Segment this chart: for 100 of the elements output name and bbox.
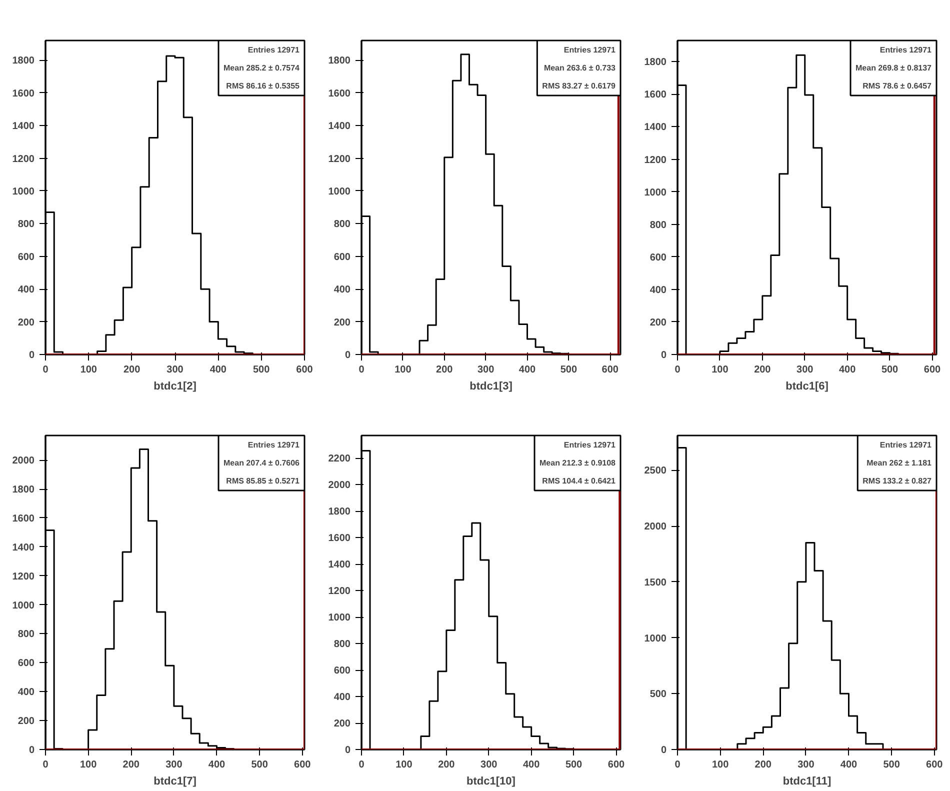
- x-axis-title: btdc1[11]: [782, 776, 832, 788]
- x-tick-label: 200: [754, 760, 772, 770]
- x-tick-label: 400: [838, 364, 856, 376]
- y-tick-label: 1800: [328, 506, 351, 518]
- x-tick-label: 300: [480, 760, 498, 770]
- x-tick-label: 600: [926, 760, 944, 770]
- x-tick-label: 100: [712, 760, 730, 770]
- annotation: RMS 104.4 ± 0.6421: [542, 476, 616, 486]
- x-tick-label: 500: [252, 364, 270, 376]
- y-tick-label: 1800: [644, 57, 667, 68]
- y-tick-label: 1800: [12, 56, 35, 67]
- x-tick-label: 100: [80, 760, 98, 770]
- y-tick-label: 800: [18, 219, 35, 230]
- x-tick-label: 600: [296, 364, 314, 376]
- y-tick-label: 400: [334, 284, 351, 296]
- y-tick-label: 400: [18, 687, 35, 698]
- x-tick-label: 500: [251, 760, 268, 770]
- y-tick-label: 1000: [12, 600, 35, 612]
- y-tick-label: 1200: [644, 154, 667, 166]
- y-tick-label: 1000: [644, 187, 667, 198]
- x-tick-label: 0: [358, 760, 365, 770]
- x-tick-label: 0: [358, 364, 365, 376]
- y-tick-label: 1600: [328, 533, 351, 544]
- y-tick-label: 200: [18, 317, 35, 328]
- y-tick-label: 600: [650, 252, 667, 264]
- y-tick-label: 1600: [12, 513, 35, 524]
- annotation: Entries 12971: [880, 440, 932, 450]
- x-tick-label: 0: [674, 364, 681, 376]
- y-tick-label: 1000: [328, 186, 351, 198]
- y-tick-label: 2000: [12, 456, 35, 467]
- x-tick-label: 300: [796, 364, 814, 376]
- y-tick-label: 1600: [328, 88, 351, 100]
- x-tick-label: 500: [560, 364, 578, 376]
- y-tick-label: 600: [18, 658, 35, 670]
- y-tick-label: 1400: [12, 121, 35, 132]
- y-tick-label: 0: [660, 745, 667, 756]
- x-tick-label: 100: [394, 364, 412, 376]
- x-tick-label: 200: [122, 760, 140, 770]
- x-tick-label: 0: [674, 760, 681, 770]
- y-tick-label: 1000: [644, 633, 667, 644]
- x-tick-label: 500: [883, 760, 900, 770]
- annotation: Mean 207.4 ± 0.7606: [224, 458, 300, 468]
- annotation: Entries 12971: [880, 46, 932, 54]
- y-tick-label: 800: [334, 219, 351, 230]
- x-tick-label: 100: [712, 364, 729, 376]
- annotation: Mean 212.3 ± 0.9108: [540, 458, 616, 468]
- y-tick-label: 200: [334, 317, 351, 328]
- x-tick-label: 200: [436, 364, 454, 376]
- annotation: Mean 262 ± 1.181: [866, 458, 932, 468]
- annotation: RMS 133.2 ± 0.827: [862, 476, 932, 486]
- y-tick-label: 2000: [644, 522, 667, 533]
- y-tick-label: 1400: [328, 121, 351, 132]
- y-tick-label: 1400: [644, 122, 667, 134]
- x-tick-label: 600: [602, 364, 619, 376]
- x-tick-label: 100: [80, 364, 98, 376]
- x-tick-label: 0: [42, 760, 49, 770]
- y-tick-label: 2500: [644, 466, 667, 477]
- y-tick-label: 600: [334, 666, 351, 677]
- x-tick-label: 500: [881, 364, 899, 376]
- x-tick-label: 300: [798, 760, 815, 770]
- annotation: RMS 83.27 ± 0.6179: [542, 82, 616, 90]
- y-tick-label: 1200: [12, 154, 35, 165]
- y-tick-label: 1800: [328, 56, 351, 67]
- x-tick-label: 400: [210, 364, 227, 376]
- x-tick-label: 400: [208, 760, 226, 770]
- y-tick-label: 1400: [328, 560, 351, 571]
- y-tick-label: 2200: [328, 454, 351, 465]
- annotation: Entries 12971: [564, 46, 616, 54]
- y-tick-label: 1200: [328, 154, 351, 165]
- x-tick-label: 0: [42, 364, 49, 376]
- annotation: RMS 78.6 ± 0.6457: [862, 82, 932, 90]
- y-tick-label: 200: [18, 716, 35, 728]
- x-tick-label: 400: [840, 760, 858, 770]
- y-tick-label: 400: [650, 284, 667, 296]
- annotation: Entries 12971: [248, 46, 300, 54]
- y-tick-label: 1800: [12, 484, 35, 496]
- y-tick-label: 0: [344, 745, 351, 756]
- y-tick-label: 400: [334, 692, 351, 704]
- y-tick-label: 200: [650, 317, 667, 328]
- annotation: Mean 285.2 ± 0.7574: [224, 64, 300, 72]
- x-tick-label: 100: [396, 760, 413, 770]
- x-tick-label: 600: [294, 760, 312, 770]
- y-tick-label: 1600: [644, 90, 667, 101]
- x-tick-label: 300: [477, 364, 495, 376]
- y-tick-label: 1600: [12, 88, 35, 100]
- y-tick-label: 0: [660, 350, 667, 361]
- y-tick-label: 1500: [644, 577, 667, 588]
- y-tick-label: 200: [334, 718, 351, 730]
- y-tick-label: 0: [344, 350, 351, 361]
- annotation: Mean 263.6 ± 0.733: [544, 64, 616, 72]
- x-axis-title: btdc1[7]: [154, 776, 197, 788]
- y-tick-label: 1200: [328, 586, 351, 598]
- x-tick-label: 300: [166, 760, 183, 770]
- y-tick-label: 1200: [12, 571, 35, 582]
- y-tick-label: 800: [650, 220, 667, 231]
- x-tick-label: 200: [438, 760, 456, 770]
- y-tick-label: 600: [18, 252, 35, 263]
- y-tick-label: 800: [18, 629, 35, 640]
- y-tick-label: 1000: [328, 612, 351, 624]
- x-tick-label: 200: [123, 364, 141, 376]
